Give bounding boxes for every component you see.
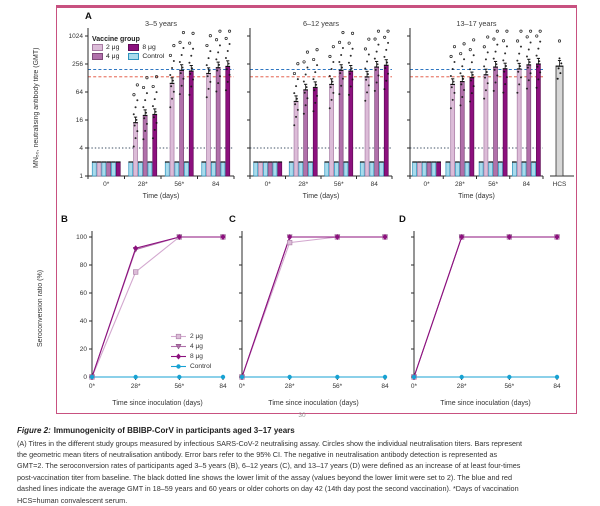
legend-item-label: 8 μg (142, 44, 156, 51)
svg-text:0*: 0* (239, 383, 246, 390)
svg-text:28*: 28* (138, 181, 148, 188)
legend-item-label: Control (142, 53, 165, 60)
figure-page: { "page_number": "30", "colors": { "fram… (17, 5, 577, 505)
svg-text:20: 20 (80, 346, 88, 353)
caption-title: Figure 2: Immunogenicity of BBIBP-CorV in… (17, 426, 525, 435)
svg-text:28*: 28* (457, 383, 467, 390)
legend-line-marker-icon (171, 363, 186, 369)
svg-text:84: 84 (381, 383, 389, 390)
legend-item-label: 4 μg (106, 53, 120, 60)
legend-item-label: Control (190, 362, 212, 370)
svg-text:Time since inoculation (days): Time since inoculation (days) (440, 400, 530, 407)
line-chart-seroconversion-3-5: 0 20 40 60 80 100 0* 28* 56* 84 Time since inocula… (56, 213, 231, 414)
svg-text:1: 1 (79, 173, 83, 180)
svg-text:0*: 0* (265, 181, 272, 188)
svg-text:56*: 56* (334, 181, 344, 188)
svg-text:HCS: HCS (553, 181, 567, 188)
svg-text:0: 0 (83, 374, 87, 381)
bar-panel-svg: 3–5 years 1 4 16 64 256 1024 0* 28* 56* 84 Time (da… (69, 19, 235, 200)
bar-chart-6-12-years: 6–12 years 0* 28* 56* 84 Time (days) (240, 16, 400, 209)
line-panel-svg: 0* 28* 56* 84 Time since inoculation (days) (239, 231, 389, 407)
svg-text:56*: 56* (332, 383, 342, 390)
svg-text:84: 84 (212, 181, 220, 188)
legend-item-label: 4 μg (190, 342, 203, 350)
svg-text:28*: 28* (455, 181, 465, 188)
svg-text:Time (days): Time (days) (458, 193, 495, 200)
legend-line-marker-icon (171, 343, 186, 350)
vaccine-group-legend: Vaccine group 2 μg 4 μg 8 μg Control (92, 36, 164, 60)
svg-text:Time since inoculation (days): Time since inoculation (days) (112, 400, 202, 407)
legend-item-label: 8 μg (190, 352, 203, 360)
svg-text:256: 256 (72, 61, 83, 68)
svg-text:56*: 56* (174, 181, 184, 188)
svg-text:16: 16 (76, 117, 84, 124)
svg-text:84: 84 (219, 383, 227, 390)
panel-d-label: D (399, 214, 406, 225)
svg-text:28*: 28* (285, 383, 295, 390)
legend-item-label: 2 μg (190, 332, 203, 340)
seroconversion-legend-item-4: Control (170, 361, 211, 371)
svg-text:3–5 years: 3–5 years (145, 19, 177, 28)
legend-swatch-icon (128, 44, 140, 51)
legend-item-label: 2 μg (106, 44, 120, 51)
svg-text:28*: 28* (298, 181, 308, 188)
svg-text:0*: 0* (411, 383, 418, 390)
svg-text:56*: 56* (174, 383, 184, 390)
svg-text:28*: 28* (131, 383, 141, 390)
legend-item-4: Control (128, 53, 164, 60)
panel-a-label: A (85, 11, 92, 22)
svg-text:84: 84 (371, 181, 379, 188)
legend-title: Vaccine group (92, 36, 140, 43)
svg-text:Time (days): Time (days) (143, 193, 180, 200)
figure-caption: Figure 2: Immunogenicity of BBIBP-CorV in… (17, 426, 525, 506)
bar-panel-svg: 6–12 years 0* 28* 56* 84 Time (days) (247, 19, 393, 200)
svg-text:0*: 0* (89, 383, 96, 390)
caption-title-text: Immunogenicity of BBIBP-CorV in particip… (53, 426, 295, 435)
seroconversion-legend-item-2: 4 μg (170, 341, 211, 351)
svg-text:80: 80 (80, 262, 88, 269)
legend-line-marker-icon (171, 333, 186, 339)
line-chart-seroconversion-13-17: 0* 28* 56* 84 Time since inoculation (days) (400, 213, 565, 414)
legend-line-marker-icon (171, 353, 186, 359)
svg-text:Time since inoculation (days): Time since inoculation (days) (268, 400, 358, 407)
svg-text:60: 60 (80, 290, 88, 297)
bar-chart-3-5-years: 3–5 years 1 4 16 64 256 1024 0* 28* 56* 84 Time (da… (58, 16, 240, 209)
legend-swatch-icon (92, 53, 103, 60)
svg-text:6–12 years: 6–12 years (303, 19, 339, 28)
line-panel-svg: 0 20 40 60 80 100 0* 28* 56* 84 Time since inocula… (76, 231, 227, 407)
panel-b-label: B (61, 214, 68, 225)
svg-text:13–17 years: 13–17 years (456, 19, 497, 28)
svg-text:40: 40 (80, 318, 88, 325)
svg-text:56*: 56* (488, 181, 498, 188)
svg-text:56*: 56* (504, 383, 514, 390)
seroconversion-legend: 2 μg 4 μg 8 μg Control (170, 331, 211, 371)
bar-panel-svg: 13–17 years 0* 28* 56* 84 Time (days) HCS (407, 19, 574, 200)
svg-text:84: 84 (553, 383, 561, 390)
seroconversion-legend-item-3: 8 μg (170, 351, 211, 361)
panel-b-y-axis-label: Seroconversion ratio (%) (37, 269, 44, 347)
legend-item-2: 4 μg (92, 53, 119, 60)
legend-item-3: 8 μg (128, 44, 164, 51)
panel-a-y-axis-label: MN₅₀, neutralising antibody titre (GMT) (33, 47, 40, 169)
line-chart-seroconversion-6-12: 0* 28* 56* 84 Time since inoculation (days) (228, 213, 393, 414)
legend-swatch-icon (92, 44, 103, 51)
svg-text:100: 100 (76, 234, 87, 241)
legend-item-1: 2 μg (92, 44, 119, 51)
svg-text:Time (days): Time (days) (303, 193, 340, 200)
page-number: 30 (298, 412, 306, 419)
svg-text:0*: 0* (103, 181, 110, 188)
caption-body: (A) Titres in the different study groups… (17, 438, 523, 505)
panel-c-label: C (229, 214, 236, 225)
svg-text:0*: 0* (424, 181, 431, 188)
line-panel-svg: 0* 28* 56* 84 Time since inoculation (days) (411, 231, 561, 407)
svg-text:4: 4 (79, 145, 83, 152)
figure-frame (56, 5, 577, 414)
svg-text:84: 84 (523, 181, 531, 188)
svg-text:64: 64 (76, 89, 84, 96)
caption-figure-label: Figure 2: (17, 426, 51, 435)
legend-swatch-icon (128, 53, 140, 60)
bar-chart-13-17-years: 13–17 years 0* 28* 56* 84 Time (days) HCS (400, 16, 576, 209)
svg-text:1024: 1024 (69, 33, 84, 40)
seroconversion-legend-item-1: 2 μg (170, 331, 211, 341)
